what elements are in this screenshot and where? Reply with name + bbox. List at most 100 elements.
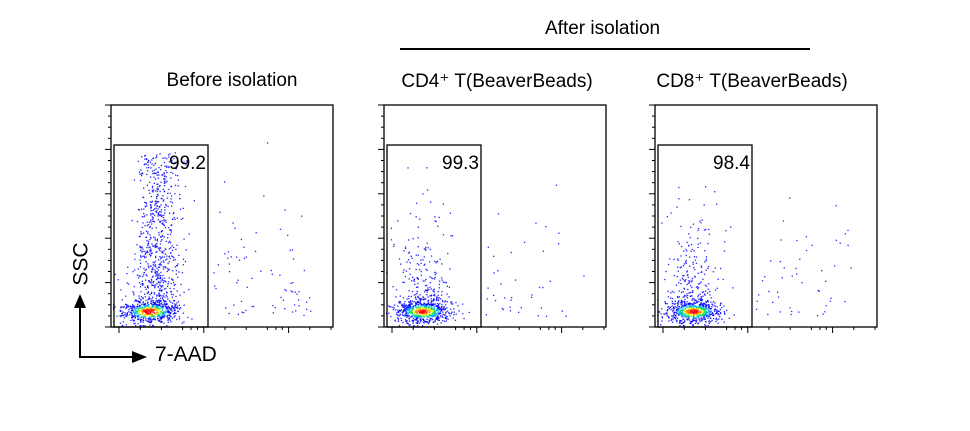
event-dot [165, 294, 167, 296]
event-dot [429, 310, 431, 312]
event-dot [493, 255, 495, 258]
event-dot [158, 282, 160, 284]
event-dot [134, 300, 136, 302]
event-dot [683, 300, 686, 303]
event-dot [440, 308, 443, 310]
event-dot [126, 313, 129, 315]
event-dot [700, 296, 703, 298]
event-dot [153, 236, 155, 238]
event-dot [151, 296, 154, 298]
event-dot [403, 269, 405, 271]
event-dot [410, 255, 412, 257]
event-dot [407, 305, 410, 307]
event-dot [447, 252, 449, 255]
event-dot [166, 311, 169, 313]
event-dot [176, 264, 179, 267]
event-dot [154, 303, 156, 306]
event-dot [451, 311, 453, 313]
event-dot [427, 287, 429, 289]
event-dot [781, 277, 783, 279]
event-dot [160, 290, 163, 292]
event-dot [415, 268, 417, 271]
event-dot [121, 299, 123, 301]
event-dot [141, 172, 143, 174]
event-dot [138, 305, 141, 307]
event-dot [146, 221, 148, 223]
event-dot [160, 303, 162, 305]
event-dot [413, 314, 416, 316]
event-dot [119, 309, 121, 312]
event-dot [438, 280, 441, 282]
event-dot [422, 308, 424, 310]
event-dot [416, 314, 418, 316]
event-dot [148, 159, 150, 162]
event-dot [150, 300, 152, 302]
event-dot [423, 319, 425, 322]
event-dot [120, 314, 123, 317]
event-dot [138, 301, 140, 304]
event-dot [671, 321, 674, 323]
event-dot [163, 315, 166, 317]
event-dot [561, 310, 563, 312]
event-dot [673, 311, 676, 314]
event-dot [708, 321, 710, 323]
event-dot [155, 227, 157, 229]
event-dot [709, 294, 711, 296]
event-dot [410, 310, 412, 313]
event-dot [140, 249, 142, 251]
event-dot [429, 317, 431, 320]
event-dot [139, 302, 141, 304]
event-dot [139, 262, 142, 264]
event-dot [433, 303, 435, 306]
panel-title-cd4: CD4⁺ T(BeaverBeads) [401, 71, 593, 92]
event-dot [151, 216, 154, 218]
event-dot [789, 307, 791, 309]
event-dot [399, 313, 401, 315]
event-dot [139, 259, 141, 261]
event-dot [298, 290, 300, 293]
event-dot [144, 205, 147, 208]
event-dot [438, 306, 441, 308]
event-dot [664, 301, 666, 303]
event-dot [397, 314, 399, 317]
event-dot [429, 276, 431, 278]
event-dot [178, 254, 180, 256]
event-dot [691, 277, 694, 280]
event-dot [416, 301, 419, 303]
event-dot [138, 315, 140, 317]
event-dot [704, 250, 706, 252]
event-dot [685, 262, 688, 264]
event-dot [442, 320, 444, 322]
event-dot [410, 312, 412, 314]
event-dot [688, 313, 690, 316]
event-dot [675, 311, 677, 313]
event-dot [119, 310, 122, 313]
event-dot [137, 268, 140, 270]
event-dot [721, 318, 723, 320]
event-dot [421, 305, 424, 307]
event-dot [417, 295, 419, 297]
event-dot [419, 301, 421, 303]
event-dot [681, 245, 683, 248]
event-dot [403, 309, 405, 311]
event-dot [847, 244, 849, 247]
event-dot [163, 256, 165, 258]
event-dot [289, 249, 291, 252]
event-dot [441, 279, 443, 281]
event-dot [712, 301, 715, 303]
event-dot [167, 242, 170, 244]
event-dot [679, 302, 681, 304]
event-dot [171, 296, 173, 298]
event-dot [681, 315, 683, 317]
event-dot [434, 271, 436, 274]
event-dot [148, 189, 150, 192]
event-dot [697, 306, 699, 309]
event-dot [287, 234, 289, 237]
event-dot [121, 313, 123, 315]
event-dot [155, 251, 157, 253]
event-dot [163, 313, 165, 315]
event-dot [157, 313, 160, 315]
event-dot [719, 267, 722, 270]
event-dot [404, 318, 407, 321]
event-dot [772, 301, 774, 303]
